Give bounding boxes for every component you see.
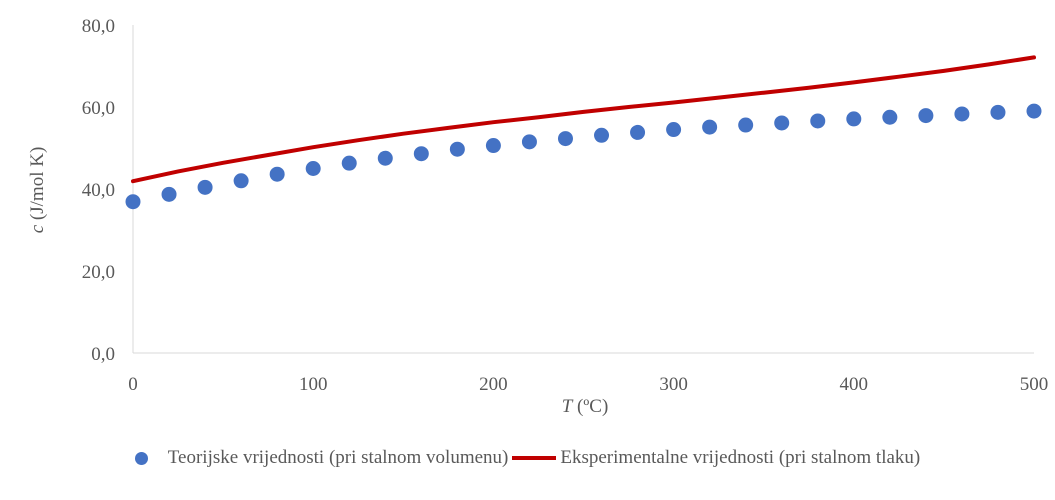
x-axis-title-var: T <box>562 396 574 417</box>
y-axis-ticks: 0,0 20,0 40,0 60,0 80,0 <box>82 16 115 365</box>
data-point <box>810 113 826 129</box>
data-point <box>1026 103 1042 119</box>
legend-marker-line <box>512 456 557 460</box>
x-tick-label: 400 <box>840 374 869 395</box>
x-axis-title-unit: (ºC) <box>572 396 608 417</box>
data-point <box>774 115 790 131</box>
data-point <box>990 104 1006 120</box>
y-tick-label: 0,0 <box>91 344 115 365</box>
chart: 0,0 20,0 40,0 60,0 80,0 0 100 200 300 400 500 T (… <box>27 16 1048 417</box>
data-point <box>882 109 898 125</box>
legend-marker-dot <box>134 451 148 465</box>
x-tick-label: 100 <box>299 374 328 395</box>
data-point <box>341 155 357 171</box>
data-point <box>738 117 754 133</box>
y-tick-label: 60,0 <box>82 98 115 119</box>
data-point <box>449 141 465 157</box>
data-point <box>161 186 177 202</box>
data-point <box>666 122 682 138</box>
x-tick-label: 300 <box>659 374 688 395</box>
legend-item-theoretical: Teorijske vrijednosti (pri stalnom volum… <box>134 447 509 469</box>
data-point <box>918 108 934 124</box>
y-tick-label: 40,0 <box>82 180 115 201</box>
x-axis-title: T (ºC) <box>562 396 609 417</box>
legend-item-experimental: Eksperimentalne vrijednosti (pri stalnom… <box>512 447 920 469</box>
data-point <box>269 166 285 182</box>
data-point <box>377 150 393 166</box>
y-axis-title-var: c <box>27 224 48 233</box>
data-point <box>197 179 213 195</box>
legend: Teorijske vrijednosti (pri stalnom volum… <box>0 447 1055 469</box>
x-tick-label: 200 <box>479 374 508 395</box>
data-point <box>485 138 501 154</box>
x-tick-label: 500 <box>1020 374 1049 395</box>
series-line-experimental <box>131 55 1036 184</box>
data-point <box>125 194 141 210</box>
series-scatter-theoretical <box>125 103 1042 210</box>
data-point <box>305 161 321 176</box>
data-point <box>846 111 862 127</box>
data-point <box>594 127 610 143</box>
legend-label-theoretical: Teorijske vrijednosti (pri stalnom volum… <box>167 447 509 468</box>
data-point <box>557 131 573 147</box>
data-point <box>413 146 429 162</box>
data-point <box>521 134 537 150</box>
x-axis-ticks: 0 100 200 300 400 500 <box>128 374 1048 395</box>
data-point <box>233 173 249 189</box>
x-tick-label: 0 <box>128 374 138 395</box>
data-point <box>630 124 646 140</box>
data-point <box>954 106 970 122</box>
y-tick-label: 20,0 <box>82 262 115 283</box>
y-axis-title: c (J/mol K) <box>27 147 48 234</box>
y-tick-label: 80,0 <box>82 16 115 37</box>
legend-label-experimental: Eksperimentalne vrijednosti (pri stalnom… <box>560 447 921 468</box>
y-axis-title-unit: (J/mol K) <box>27 147 48 225</box>
data-point <box>702 119 718 135</box>
